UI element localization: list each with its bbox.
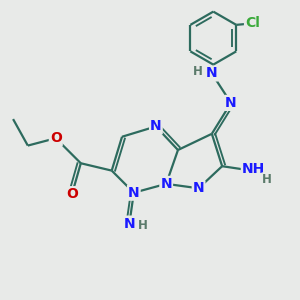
Text: N: N [124, 217, 135, 231]
Text: N: N [225, 96, 237, 110]
Text: H: H [262, 173, 272, 186]
Text: O: O [66, 187, 78, 201]
Text: N: N [150, 119, 162, 134]
Text: N: N [128, 186, 140, 200]
Text: N: N [206, 66, 218, 80]
Text: Cl: Cl [245, 16, 260, 30]
Text: N: N [193, 181, 204, 195]
Text: NH: NH [242, 162, 265, 176]
Text: H: H [193, 65, 202, 79]
Text: O: O [50, 131, 62, 145]
Text: N: N [160, 177, 172, 191]
Text: H: H [138, 220, 148, 232]
